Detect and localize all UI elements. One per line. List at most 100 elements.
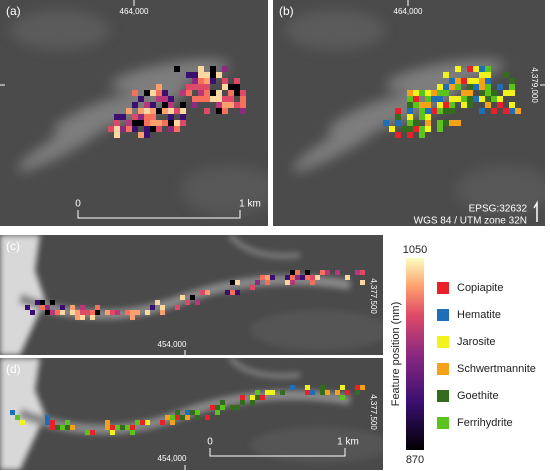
pixel bbox=[437, 120, 443, 126]
pixel bbox=[325, 270, 330, 275]
pixel bbox=[222, 108, 228, 114]
pixel bbox=[115, 310, 120, 315]
pixel bbox=[192, 72, 198, 78]
pixel bbox=[228, 84, 234, 90]
crs-code: EPSG:32632 bbox=[469, 204, 528, 215]
pixel bbox=[144, 108, 150, 114]
pixel bbox=[240, 108, 246, 114]
pixel bbox=[168, 126, 174, 132]
pixel bbox=[198, 90, 204, 96]
pixel bbox=[210, 78, 216, 84]
pixel bbox=[138, 114, 144, 120]
pixel bbox=[305, 390, 310, 395]
pixel bbox=[467, 84, 473, 90]
pixel bbox=[419, 108, 425, 114]
pixel bbox=[175, 305, 180, 310]
pixel bbox=[443, 84, 449, 90]
pixel bbox=[200, 290, 205, 295]
pixel bbox=[407, 96, 413, 102]
pixel bbox=[310, 280, 315, 285]
pixel bbox=[130, 315, 135, 320]
pixel bbox=[126, 108, 132, 114]
pixel bbox=[425, 90, 431, 96]
pixel bbox=[132, 126, 138, 132]
pixel bbox=[150, 90, 156, 96]
panel-label: (d) bbox=[6, 362, 21, 376]
pixel bbox=[419, 126, 425, 132]
pixel bbox=[110, 430, 115, 435]
pixel bbox=[162, 90, 168, 96]
pixel bbox=[449, 96, 455, 102]
pixel bbox=[138, 132, 144, 138]
pixel bbox=[162, 102, 168, 108]
pixel bbox=[320, 390, 325, 395]
pixel bbox=[130, 425, 135, 430]
pixel bbox=[240, 102, 246, 108]
pixel bbox=[310, 390, 315, 395]
pixel bbox=[235, 280, 240, 285]
pixel bbox=[50, 425, 55, 430]
pixel bbox=[467, 78, 473, 84]
pixel bbox=[120, 114, 126, 120]
pixel bbox=[195, 415, 200, 420]
pixel bbox=[115, 425, 120, 430]
pixel bbox=[138, 120, 144, 126]
pixel bbox=[216, 108, 222, 114]
pixel bbox=[114, 120, 120, 126]
pixel bbox=[168, 96, 174, 102]
pixel bbox=[395, 108, 401, 114]
pixel bbox=[160, 420, 165, 425]
pixel bbox=[407, 120, 413, 126]
pixel bbox=[210, 405, 215, 410]
pixel bbox=[425, 108, 431, 114]
pixel bbox=[204, 108, 210, 114]
pixel bbox=[35, 300, 40, 305]
pixel bbox=[162, 120, 168, 126]
pixel bbox=[305, 275, 310, 280]
pixel bbox=[431, 90, 437, 96]
pixel bbox=[383, 120, 389, 126]
pixel bbox=[192, 96, 198, 102]
legend-label: Goethite bbox=[457, 390, 499, 402]
pixel bbox=[479, 90, 485, 96]
pixel bbox=[114, 132, 120, 138]
pixel bbox=[355, 270, 360, 275]
pixel bbox=[168, 108, 174, 114]
pixel bbox=[204, 90, 210, 96]
pixel bbox=[250, 400, 255, 405]
pixel bbox=[491, 96, 497, 102]
pixel bbox=[225, 290, 230, 295]
scale-start: 0 bbox=[207, 437, 213, 448]
pixel bbox=[395, 132, 401, 138]
pixel bbox=[204, 72, 210, 78]
pixel bbox=[138, 96, 144, 102]
pixel bbox=[222, 66, 228, 72]
pixel bbox=[340, 385, 345, 390]
pixel bbox=[150, 114, 156, 120]
pixel bbox=[395, 120, 401, 126]
pixel bbox=[144, 102, 150, 108]
pixel bbox=[155, 300, 160, 305]
pixel bbox=[198, 84, 204, 90]
pixel bbox=[132, 120, 138, 126]
y-coord: 4,379,000 bbox=[530, 67, 539, 103]
panel-label: (a) bbox=[6, 4, 21, 18]
pixel bbox=[186, 90, 192, 96]
pixel bbox=[150, 102, 156, 108]
pixel bbox=[485, 96, 491, 102]
pixel bbox=[192, 78, 198, 84]
legend-label: Jarosite bbox=[457, 336, 496, 348]
pixel bbox=[90, 430, 95, 435]
pixel bbox=[240, 395, 245, 400]
pixel bbox=[437, 126, 443, 132]
pixel bbox=[325, 390, 330, 395]
legend-swatch bbox=[437, 417, 449, 429]
pixel bbox=[473, 66, 479, 72]
pixel bbox=[192, 84, 198, 90]
pixel bbox=[45, 420, 50, 425]
pixel bbox=[204, 78, 210, 84]
pixel bbox=[228, 96, 234, 102]
pixel bbox=[228, 90, 234, 96]
pixel bbox=[345, 275, 350, 280]
pixel bbox=[55, 425, 60, 430]
